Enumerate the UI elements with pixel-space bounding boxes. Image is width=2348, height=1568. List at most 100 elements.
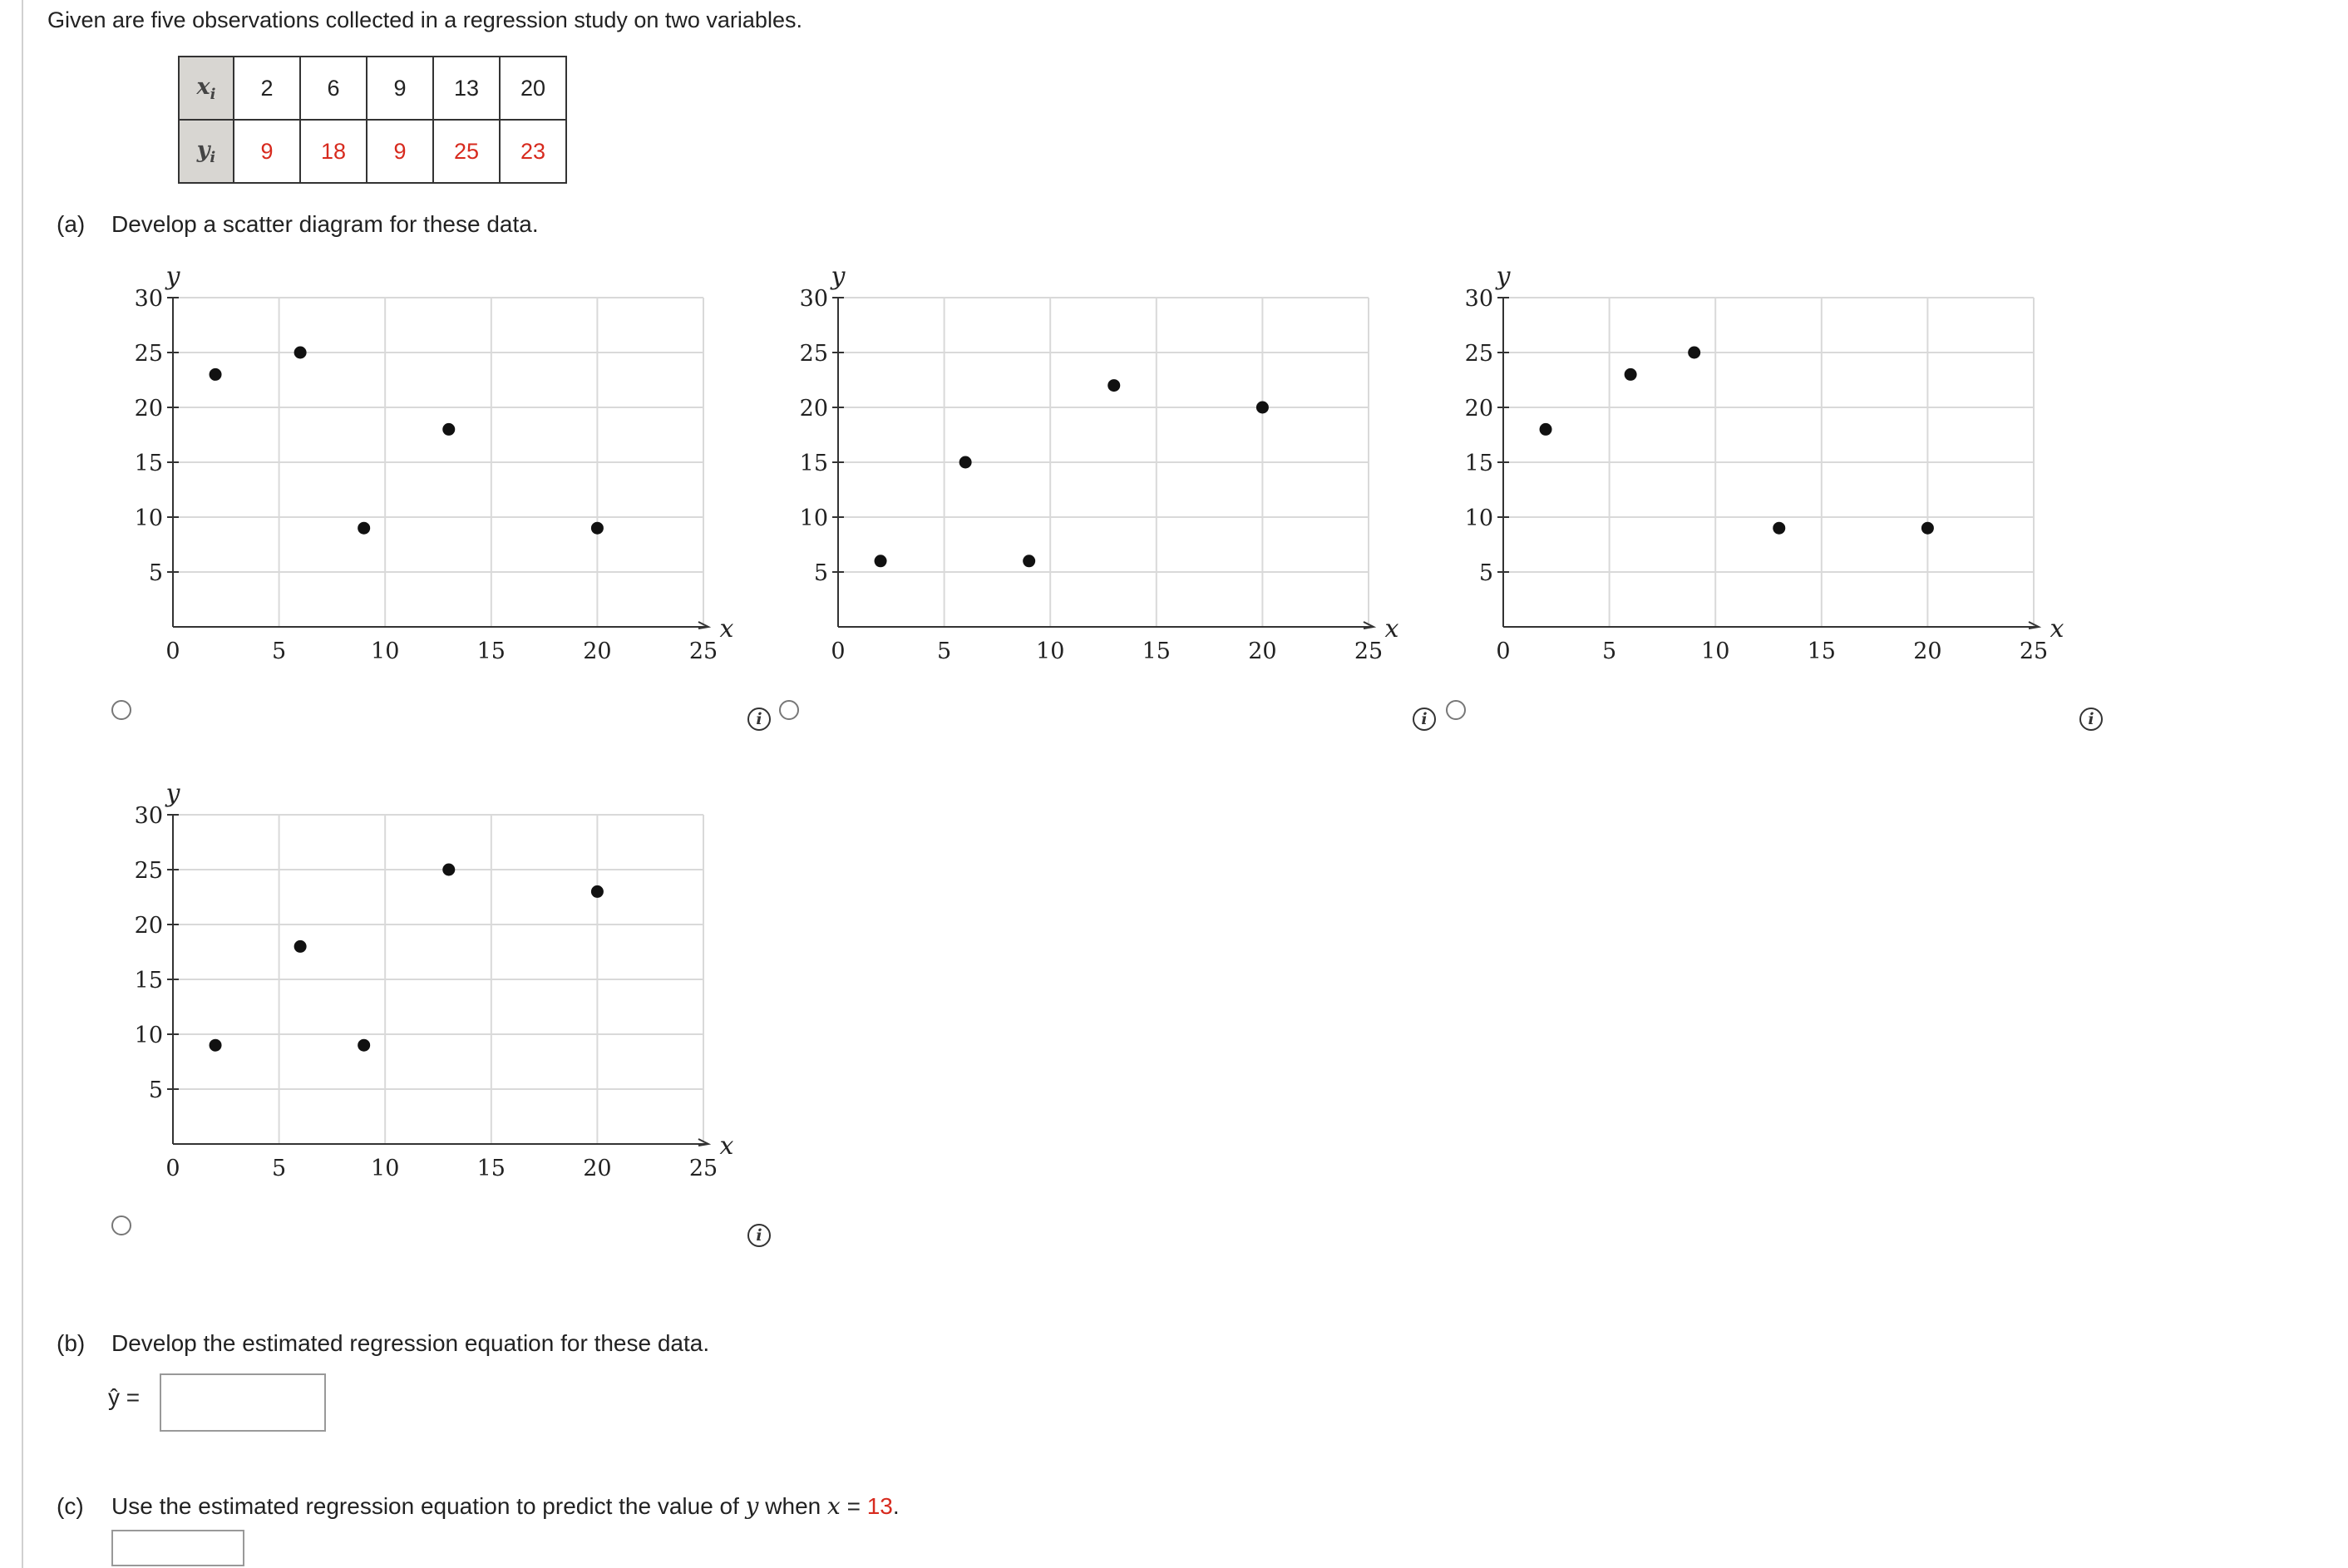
y-tick-label: 5: [1479, 560, 1493, 586]
y-tick-label: 10: [135, 1023, 163, 1048]
y-value: 25: [432, 119, 501, 184]
x-axis-label: x: [720, 614, 734, 643]
part-c-letter: (c): [57, 1493, 84, 1519]
x-tick-label: 15: [477, 639, 506, 664]
x-tick-label: 0: [831, 639, 845, 664]
data-point: [590, 521, 604, 535]
y-tick-label: 5: [149, 560, 163, 586]
data-point: [1255, 401, 1269, 414]
y-tick-label: 15: [135, 451, 163, 476]
part-c-y-var: y: [745, 1492, 759, 1520]
part-c-x-value: 13: [866, 1493, 893, 1519]
y-axis-label: y: [165, 262, 181, 291]
data-point: [1921, 521, 1934, 535]
x-axis-arrow: [698, 1138, 712, 1146]
x-value: 2: [233, 56, 301, 121]
x-tick-label: 20: [583, 639, 611, 664]
data-point: [1688, 346, 1701, 359]
prediction-input[interactable]: [111, 1530, 244, 1566]
yhat-label: ŷ =: [108, 1384, 141, 1410]
x-tick-label: 20: [1913, 639, 1941, 664]
observations-table: xi 2 6 9 13 20 yi 9 18 9 25 23: [178, 56, 567, 184]
scatter-plot-2: 5 10 15 20 25 30 0 5 10 15 20 25 y x: [800, 262, 1399, 664]
y-tick-label: 30: [1465, 286, 1493, 312]
y-tick-label: 5: [149, 1077, 163, 1103]
x-tick-label: 15: [477, 1156, 506, 1181]
y-tick-label: 10: [800, 505, 828, 531]
x-header: xi: [178, 56, 234, 121]
y-tick-label: 30: [135, 286, 163, 312]
x-tick-label: 0: [165, 639, 180, 664]
option-4-radio[interactable]: [111, 1215, 131, 1235]
data-point: [1023, 555, 1036, 568]
x-tick-label: 0: [1496, 639, 1510, 664]
data-point: [1773, 521, 1786, 535]
y-tick-label: 10: [135, 505, 163, 531]
y-tick-label: 15: [135, 968, 163, 994]
option-3-radio[interactable]: [1446, 700, 1466, 720]
data-point: [1107, 379, 1121, 392]
option-2-radio[interactable]: [779, 700, 799, 720]
y-tick-label: 25: [135, 858, 163, 884]
x-tick-label: 25: [689, 1156, 718, 1181]
y-tick-label: 15: [1465, 451, 1493, 476]
y-tick-label: 5: [814, 560, 828, 586]
question-intro: Given are five observations collected in…: [47, 7, 802, 32]
part-c-prompt: (c) Use the estimated regression equation…: [57, 1492, 900, 1520]
option-1-info-icon[interactable]: i: [747, 708, 771, 731]
part-c-text-eq: =: [840, 1493, 867, 1519]
y-row: yi 9 18 9 25 23: [178, 119, 567, 184]
scatter-plot-1: 5 10 15 20 25 30 0 5 10 15 20 25 y x: [135, 262, 734, 664]
x-tick-label: 5: [272, 1156, 286, 1181]
data-point: [209, 367, 222, 381]
x-tick-label: 10: [1036, 639, 1064, 664]
option-1-radio[interactable]: [111, 700, 131, 720]
y-value: 23: [499, 119, 567, 184]
option-4-info-icon[interactable]: i: [747, 1224, 771, 1247]
x-axis-label: x: [1385, 614, 1399, 643]
page-left-border: [22, 0, 23, 1568]
x-tick-label: 5: [1602, 639, 1616, 664]
data-point: [1539, 422, 1552, 436]
part-c-text-mid: when: [758, 1493, 827, 1519]
regression-equation-input[interactable]: [160, 1373, 326, 1432]
x-value: 13: [432, 56, 501, 121]
x-tick-label: 25: [689, 639, 718, 664]
scatter-option-3: 5 10 15 20 25 30 0 5 10 15 20 25 y x: [1447, 259, 2079, 679]
y-tick-label: 25: [800, 341, 828, 367]
x-tick-label: 0: [165, 1156, 180, 1181]
part-c-x-var: x: [827, 1492, 841, 1520]
data-point: [209, 1038, 222, 1052]
y-value: 18: [299, 119, 367, 184]
x-tick-label: 15: [1142, 639, 1171, 664]
scatter-plot-3: 5 10 15 20 25 30 0 5 10 15 20 25 y x: [1465, 262, 2064, 664]
x-tick-label: 15: [1808, 639, 1836, 664]
data-point: [294, 346, 307, 359]
part-b-letter: (b): [57, 1330, 86, 1356]
y-tick-label: 10: [1465, 505, 1493, 531]
data-point: [294, 939, 307, 953]
option-3-info-icon[interactable]: i: [2079, 708, 2103, 731]
y-axis-label: y: [830, 262, 846, 291]
data-point: [590, 885, 604, 898]
scatter-option-2: 5 10 15 20 25 30 0 5 10 15 20 25 y x: [782, 259, 1413, 679]
scatter-plot-4: 5 10 15 20 25 30 0 5 10 15 20 25 y x: [135, 779, 734, 1181]
x-axis-arrow: [698, 621, 712, 629]
x-tick-label: 5: [937, 639, 951, 664]
scatter-option-4: 5 10 15 20 25 30 0 5 10 15 20 25 y x: [116, 777, 748, 1196]
data-point: [358, 1038, 371, 1052]
part-b-prompt: (b) Develop the estimated regression equa…: [57, 1330, 709, 1357]
x-axis-label: x: [2050, 614, 2064, 643]
y-header: yi: [178, 119, 234, 184]
y-tick-label: 30: [135, 803, 163, 829]
option-2-info-icon[interactable]: i: [1413, 708, 1436, 731]
part-a-prompt: (a) Develop a scatter diagram for these d…: [57, 211, 539, 238]
y-tick-label: 20: [135, 913, 163, 939]
part-b-text: Develop the estimated regression equatio…: [111, 1330, 710, 1356]
x-tick-label: 25: [1354, 639, 1383, 664]
x-value: 20: [499, 56, 567, 121]
x-tick-label: 5: [272, 639, 286, 664]
part-a-letter: (a): [57, 211, 86, 237]
y-tick-label: 25: [1465, 341, 1493, 367]
x-tick-label: 20: [583, 1156, 611, 1181]
